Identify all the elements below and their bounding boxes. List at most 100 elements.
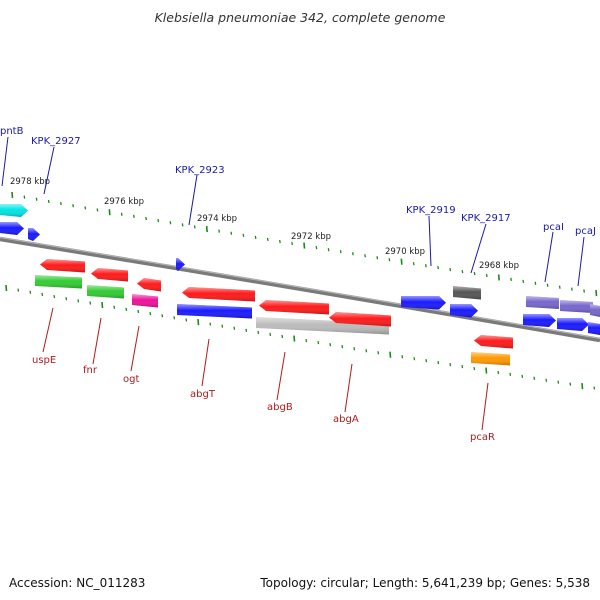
minor-tick xyxy=(233,326,236,330)
gene-abgt[interactable] xyxy=(177,304,252,319)
gene-kpk-2917-dark[interactable] xyxy=(453,286,481,300)
gene-pcar-red[interactable] xyxy=(474,335,513,349)
minor-tick xyxy=(125,307,128,311)
minor-tick xyxy=(522,279,525,283)
major-tick xyxy=(581,382,584,390)
gene-label-kpk-2927: KPK_2927 xyxy=(31,136,81,147)
gene-abgb[interactable] xyxy=(259,300,329,315)
gene-label-pcaj: pcaJ xyxy=(575,226,596,237)
genome-backbone-highlight xyxy=(0,237,600,339)
gene-pntb-tail[interactable] xyxy=(0,204,28,217)
minor-tick xyxy=(425,264,427,268)
scale-label-2978: 2978 kbp xyxy=(10,177,50,187)
major-tick xyxy=(197,318,200,326)
minor-tick xyxy=(218,229,220,233)
minor-tick xyxy=(558,285,561,289)
scale-label-2968: 2968 kbp xyxy=(479,261,519,271)
gene-kpk-2923[interactable] xyxy=(176,258,185,271)
minor-tick xyxy=(53,294,56,299)
scale-labels: 2978 kbp 2976 kbp 2974 kbp 2972 kbp 2970… xyxy=(10,177,519,271)
gene-label-kpk-2923: KPK_2923 xyxy=(175,165,225,176)
minor-tick xyxy=(23,195,26,199)
minor-tick xyxy=(376,256,379,260)
minor-tick xyxy=(315,246,318,250)
minor-tick xyxy=(72,204,74,208)
gene-kpk-2927-b[interactable] xyxy=(28,228,40,241)
outer-tick-ring xyxy=(11,191,598,297)
gene-pcar[interactable] xyxy=(471,352,510,366)
minor-tick xyxy=(461,364,464,369)
gene-pca-blue-a[interactable] xyxy=(523,314,556,327)
major-tick xyxy=(400,258,403,265)
major-tick xyxy=(485,367,488,374)
gene-abga[interactable] xyxy=(329,312,391,327)
minor-tick xyxy=(291,241,293,246)
gene-kpk-2927-a[interactable] xyxy=(0,222,24,235)
inner-tick-ring xyxy=(5,284,596,390)
gene-label-kpk-2919: KPK_2919 xyxy=(406,205,456,216)
gene-labels-bottom: uspE fnr ogt abgT abgB abgA pcaR xyxy=(32,355,495,443)
minor-tick xyxy=(257,330,260,335)
gene-label-fnr: fnr xyxy=(83,365,98,376)
minor-tick xyxy=(437,361,440,365)
minor-tick xyxy=(242,233,245,237)
gene-label-ogt: ogt xyxy=(123,374,139,385)
gene-ogt[interactable] xyxy=(132,294,158,308)
scale-ticks xyxy=(5,191,598,390)
minor-tick xyxy=(365,349,368,353)
gene-pca-blue-c[interactable] xyxy=(588,322,600,335)
minor-tick xyxy=(145,216,147,221)
gene-abgb-gray[interactable] xyxy=(256,317,389,335)
gene-pca-blue-b[interactable] xyxy=(557,318,589,331)
gene-pcaj-tail[interactable] xyxy=(590,304,600,317)
gene-ogt-red[interactable] xyxy=(137,278,161,292)
gene-label-pcai: pcaI xyxy=(543,222,564,233)
minor-tick xyxy=(169,221,172,225)
gene-fnr[interactable] xyxy=(87,285,124,299)
gene-pcaj[interactable] xyxy=(560,300,593,313)
minor-tick xyxy=(593,386,596,390)
minor-tick xyxy=(149,311,152,316)
minor-tick xyxy=(413,357,416,361)
gene-uspe-red[interactable] xyxy=(40,259,85,273)
minor-tick xyxy=(185,318,188,322)
minor-tick xyxy=(77,299,80,303)
gene-abgt-red[interactable] xyxy=(182,287,255,302)
gene-kpk-2917[interactable] xyxy=(450,304,478,318)
genome-summary: Topology: circular; Length: 5,641,239 bp… xyxy=(259,576,590,590)
major-tick xyxy=(595,289,598,297)
scale-label-2976: 2976 kbp xyxy=(104,197,144,207)
label-connectors xyxy=(1,136,585,431)
minor-tick xyxy=(569,382,572,386)
minor-tick xyxy=(254,235,257,239)
minor-tick xyxy=(317,341,320,345)
minor-tick xyxy=(412,262,415,266)
minor-tick xyxy=(377,351,380,355)
minor-tick xyxy=(388,258,391,262)
gene-labels-top: pntB KPK_2927 KPK_2923 KPK_2919 KPK_2917… xyxy=(0,126,596,237)
minor-tick xyxy=(281,334,284,339)
minor-tick xyxy=(269,332,272,337)
minor-tick xyxy=(341,345,344,349)
major-tick xyxy=(497,274,500,281)
minor-tick xyxy=(473,271,476,276)
major-tick xyxy=(389,351,392,358)
minor-tick xyxy=(181,223,184,227)
minor-tick xyxy=(209,322,212,326)
gene-kpk-2919[interactable] xyxy=(401,296,446,310)
major-tick xyxy=(303,242,306,249)
minor-tick xyxy=(89,301,92,305)
gene-fnr-red[interactable] xyxy=(91,268,128,282)
gene-label-pcar: pcaR xyxy=(470,432,495,443)
minor-tick xyxy=(352,252,354,256)
gene-pcai[interactable] xyxy=(526,296,559,309)
minor-tick xyxy=(534,281,537,285)
minor-tick xyxy=(41,292,44,297)
minor-tick xyxy=(497,370,500,375)
gene-uspe[interactable] xyxy=(35,275,82,289)
minor-tick xyxy=(47,199,50,204)
minor-tick xyxy=(133,214,135,218)
minor-tick xyxy=(245,328,248,332)
minor-tick xyxy=(221,324,224,328)
